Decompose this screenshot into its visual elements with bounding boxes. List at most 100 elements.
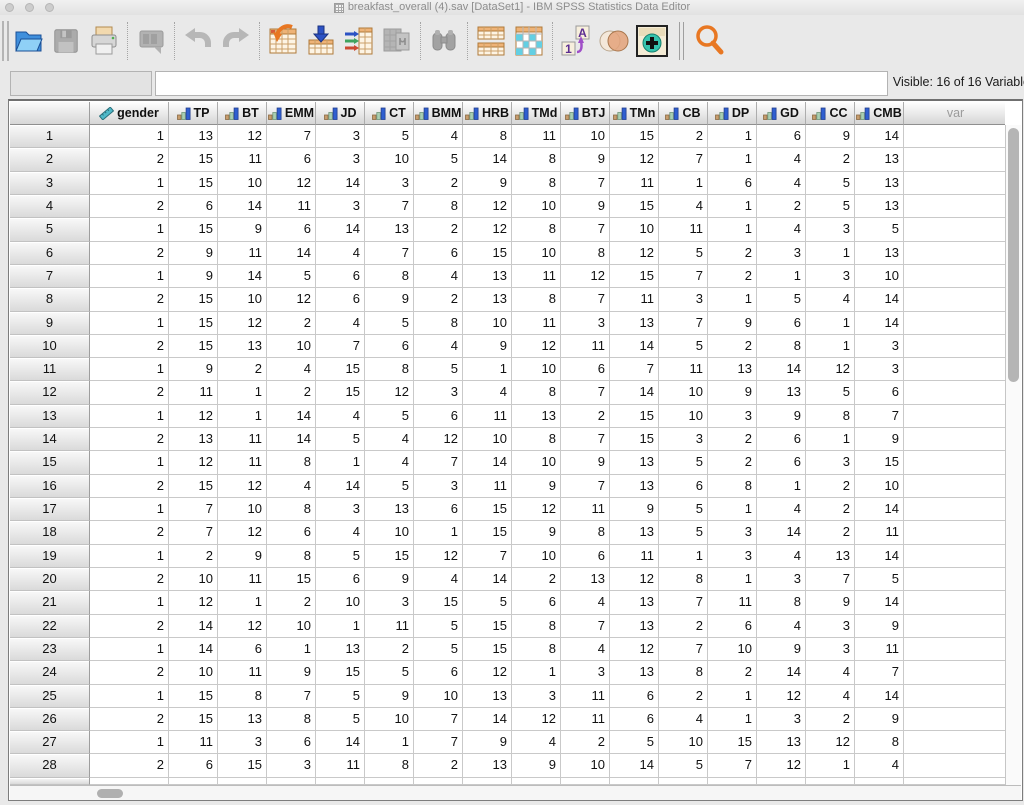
data-cell[interactable]: 3 bbox=[757, 241, 806, 265]
data-cell[interactable]: 1 bbox=[365, 731, 414, 755]
data-cell[interactable]: 10 bbox=[463, 428, 512, 452]
data-cell[interactable]: 9 bbox=[512, 521, 561, 545]
empty-var-cell[interactable] bbox=[904, 498, 1005, 522]
data-cell[interactable]: 6 bbox=[512, 591, 561, 615]
data-cell[interactable]: 15 bbox=[610, 194, 659, 219]
data-cell[interactable]: 15 bbox=[169, 288, 218, 312]
data-cell[interactable]: 2 bbox=[169, 544, 218, 568]
data-cell[interactable]: 2 bbox=[414, 754, 463, 778]
data-cell[interactable]: 7 bbox=[561, 171, 610, 195]
data-cell[interactable]: 10 bbox=[855, 264, 904, 289]
data-cell[interactable]: 12 bbox=[806, 731, 855, 755]
row-header[interactable]: 26 bbox=[10, 707, 90, 732]
data-cell[interactable]: 13 bbox=[316, 637, 365, 662]
data-cell[interactable]: 15 bbox=[218, 754, 267, 778]
data-cell[interactable] bbox=[757, 777, 806, 785]
data-cell[interactable]: 15 bbox=[463, 241, 512, 265]
data-cell[interactable]: 4 bbox=[561, 637, 610, 662]
data-cell[interactable]: 13 bbox=[806, 544, 855, 568]
empty-var-cell[interactable] bbox=[904, 707, 1005, 732]
data-cell[interactable]: 14 bbox=[218, 194, 267, 219]
data-cell[interactable]: 15 bbox=[414, 591, 463, 615]
data-cell[interactable]: 1 bbox=[806, 241, 855, 265]
data-cell[interactable]: 7 bbox=[267, 684, 316, 708]
data-cell[interactable]: 10 bbox=[169, 661, 218, 685]
row-header[interactable]: 7 bbox=[10, 264, 90, 289]
data-cell[interactable]: 2 bbox=[90, 428, 169, 452]
column-header-CT[interactable]: CT bbox=[365, 102, 414, 125]
empty-var-cell[interactable] bbox=[904, 194, 1005, 219]
data-cell[interactable]: 3 bbox=[855, 358, 904, 382]
data-cell[interactable]: 14 bbox=[267, 404, 316, 429]
column-header-TMn[interactable]: TMn bbox=[610, 102, 659, 125]
data-cell[interactable]: 7 bbox=[414, 451, 463, 475]
empty-var-cell[interactable] bbox=[904, 404, 1005, 429]
data-cell[interactable]: 12 bbox=[365, 381, 414, 405]
maximize-window-button[interactable] bbox=[45, 3, 54, 12]
recall-dialogs-button[interactable] bbox=[132, 21, 170, 61]
data-cell[interactable]: 4 bbox=[757, 498, 806, 522]
variable-info-button[interactable] bbox=[378, 21, 416, 61]
data-cell[interactable]: 2 bbox=[218, 358, 267, 382]
variables-button[interactable] bbox=[340, 21, 378, 61]
data-cell[interactable]: 15 bbox=[267, 567, 316, 592]
data-cell[interactable]: 2 bbox=[806, 498, 855, 522]
data-cell[interactable]: 14 bbox=[169, 614, 218, 638]
data-cell[interactable]: 12 bbox=[218, 474, 267, 498]
data-cell[interactable]: 5 bbox=[316, 684, 365, 708]
data-cell[interactable]: 14 bbox=[267, 241, 316, 265]
row-header[interactable]: 12 bbox=[10, 381, 90, 405]
data-cell[interactable]: 9 bbox=[757, 637, 806, 662]
data-cell[interactable]: 1 bbox=[463, 358, 512, 382]
data-cell[interactable]: 15 bbox=[610, 428, 659, 452]
data-cell[interactable]: 5 bbox=[414, 637, 463, 662]
data-cell[interactable]: 10 bbox=[267, 334, 316, 359]
data-cell[interactable]: 6 bbox=[757, 451, 806, 475]
data-cell[interactable]: 14 bbox=[316, 218, 365, 242]
row-header[interactable]: 21 bbox=[10, 591, 90, 615]
empty-var-cell[interactable] bbox=[904, 521, 1005, 545]
data-cell[interactable]: 5 bbox=[659, 334, 708, 359]
data-cell[interactable]: 14 bbox=[316, 171, 365, 195]
data-cell[interactable]: 10 bbox=[218, 498, 267, 522]
data-cell[interactable]: 9 bbox=[365, 567, 414, 592]
row-header[interactable]: 27 bbox=[10, 731, 90, 755]
data-cell[interactable]: 9 bbox=[267, 661, 316, 685]
data-cell[interactable]: 1 bbox=[806, 334, 855, 359]
column-header-gender[interactable]: gender bbox=[90, 102, 169, 125]
data-cell[interactable]: 11 bbox=[463, 404, 512, 429]
data-cell[interactable]: 4 bbox=[316, 404, 365, 429]
data-cell[interactable]: 3 bbox=[316, 148, 365, 172]
data-cell[interactable] bbox=[414, 777, 463, 785]
data-cell[interactable]: 8 bbox=[757, 334, 806, 359]
data-cell[interactable]: 7 bbox=[561, 288, 610, 312]
data-cell[interactable]: 6 bbox=[659, 474, 708, 498]
data-cell[interactable]: 10 bbox=[561, 754, 610, 778]
data-cell[interactable]: 9 bbox=[512, 474, 561, 498]
minimize-window-button[interactable] bbox=[25, 3, 34, 12]
data-cell[interactable]: 11 bbox=[218, 661, 267, 685]
data-cell[interactable]: 10 bbox=[316, 591, 365, 615]
data-cell[interactable]: 2 bbox=[561, 404, 610, 429]
data-cell[interactable]: 11 bbox=[610, 288, 659, 312]
goto-case-button[interactable] bbox=[264, 21, 302, 61]
data-cell[interactable]: 15 bbox=[169, 148, 218, 172]
data-cell[interactable]: 14 bbox=[855, 288, 904, 312]
data-cell[interactable]: 12 bbox=[757, 754, 806, 778]
data-cell[interactable]: 6 bbox=[708, 171, 757, 195]
data-cell[interactable]: 5 bbox=[659, 451, 708, 475]
data-cell[interactable]: 4 bbox=[757, 148, 806, 172]
show-all-variables-button[interactable] bbox=[633, 21, 671, 61]
data-cell[interactable]: 15 bbox=[316, 381, 365, 405]
data-cell[interactable]: 10 bbox=[512, 358, 561, 382]
data-cell[interactable]: 8 bbox=[218, 684, 267, 708]
row-header[interactable]: 4 bbox=[10, 194, 90, 219]
data-cell[interactable]: 14 bbox=[757, 521, 806, 545]
data-cell[interactable]: 2 bbox=[90, 661, 169, 685]
row-header[interactable]: 25 bbox=[10, 684, 90, 708]
data-cell[interactable]: 4 bbox=[414, 264, 463, 289]
data-cell[interactable]: 7 bbox=[561, 218, 610, 242]
data-cell[interactable]: 3 bbox=[757, 707, 806, 732]
data-cell[interactable]: 6 bbox=[267, 218, 316, 242]
data-cell[interactable]: 10 bbox=[414, 684, 463, 708]
